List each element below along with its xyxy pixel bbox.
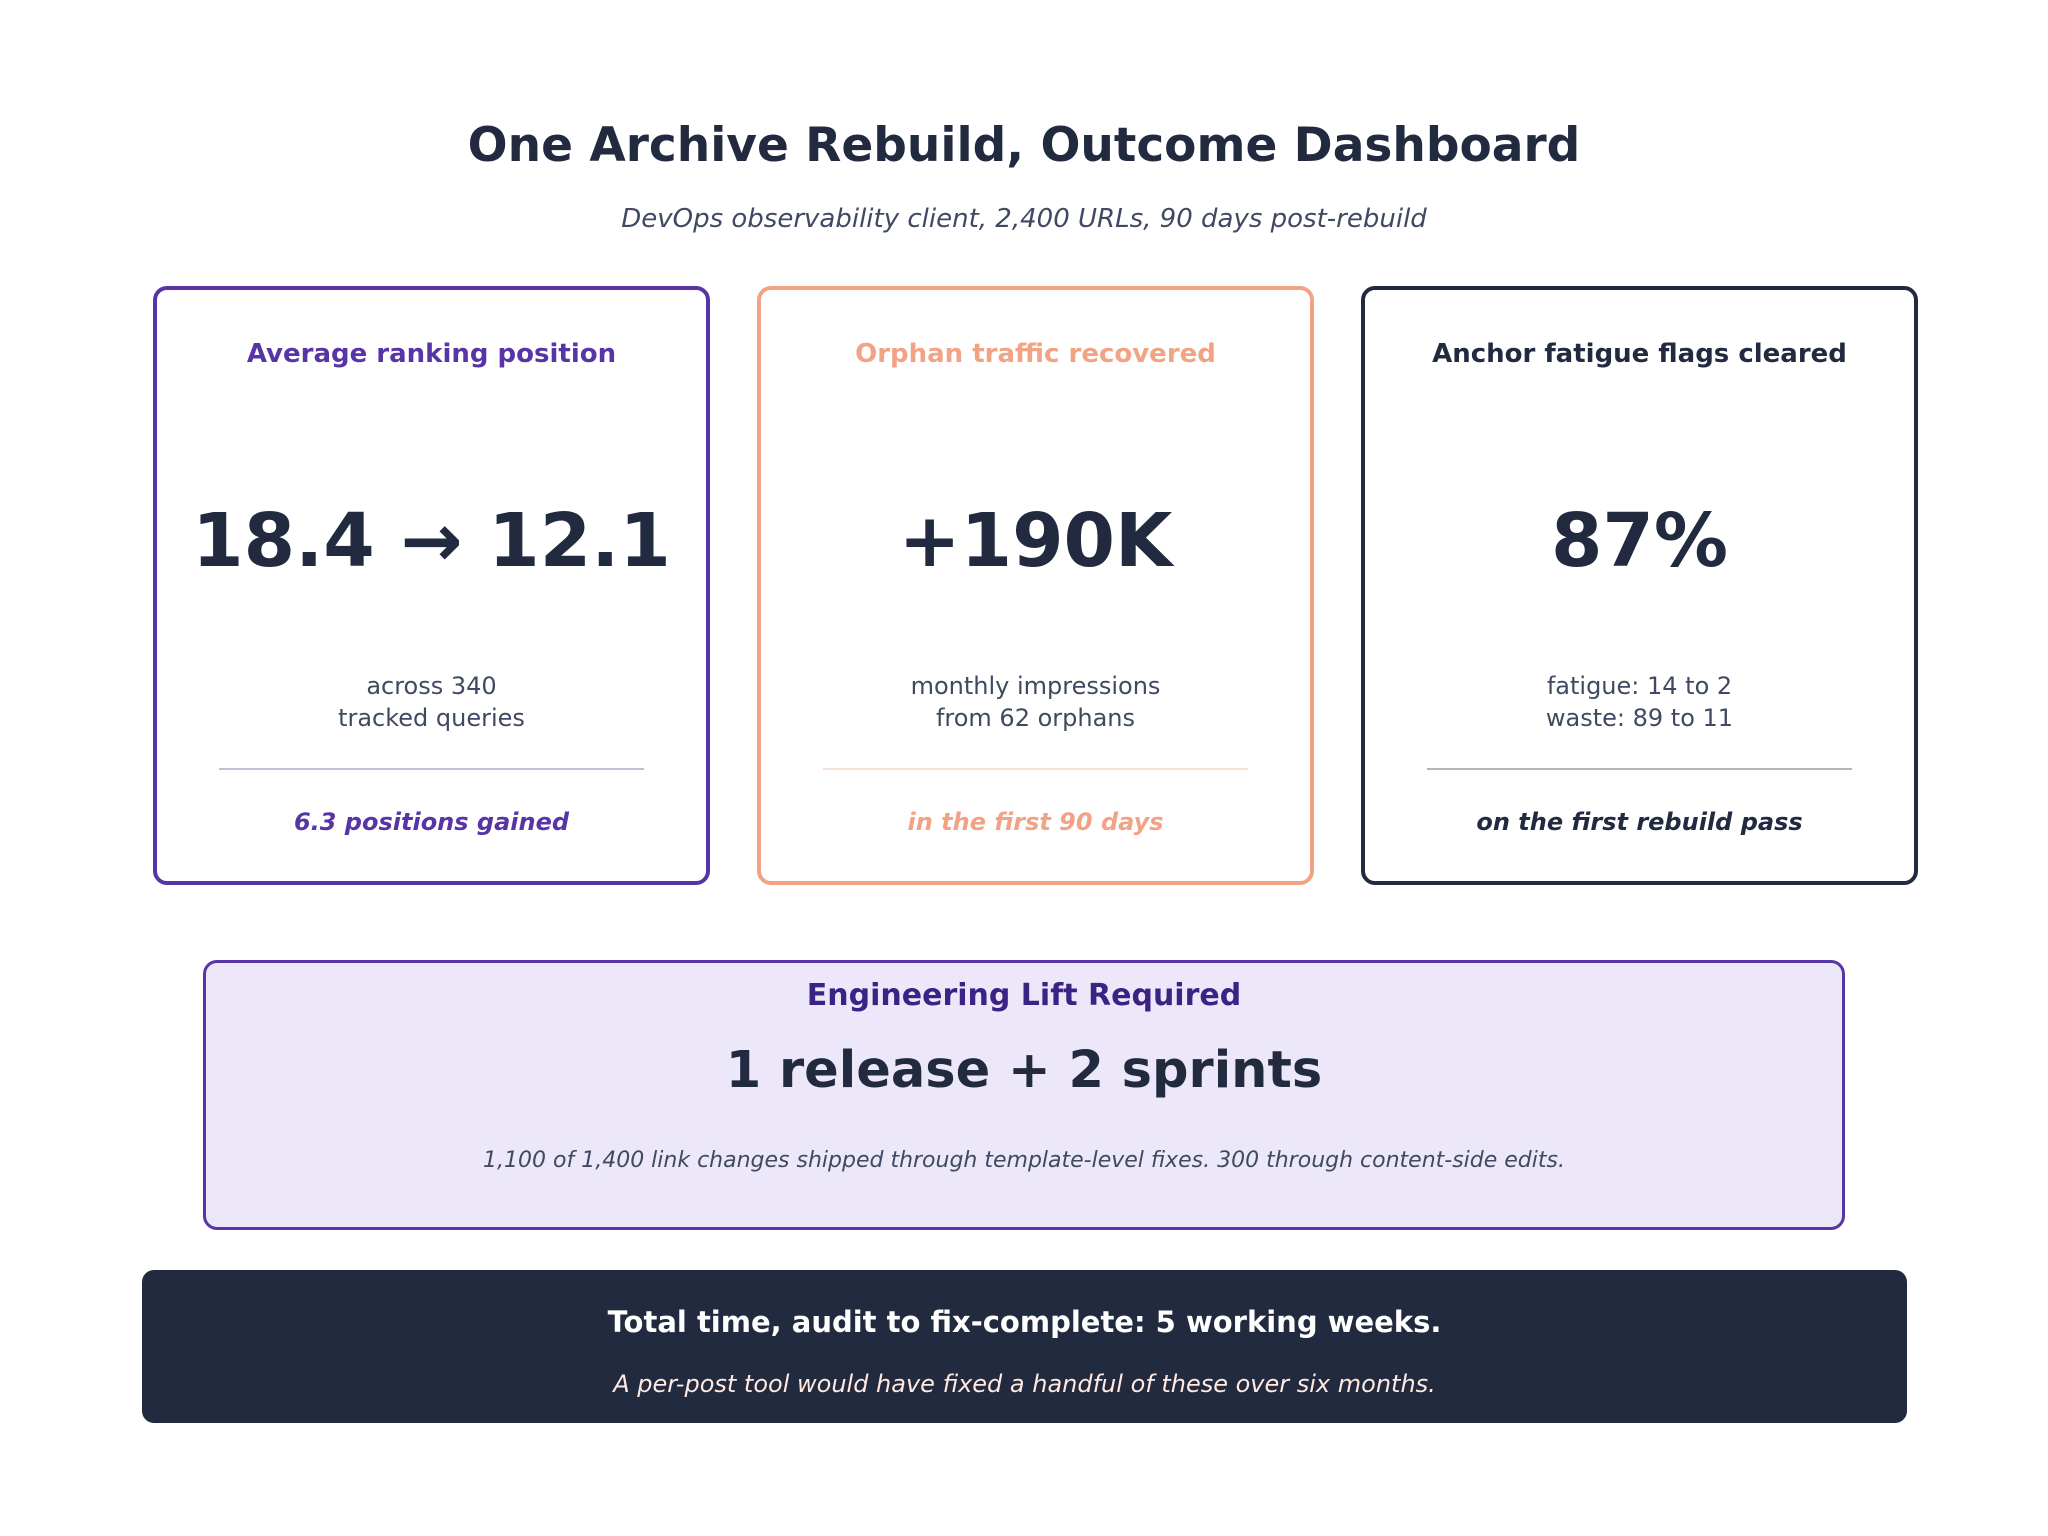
page-subtitle: DevOps observability client, 2,400 URLs,… (621, 204, 1427, 234)
card-description-line: fatigue: 14 to 2 (1546, 672, 1733, 700)
engineering-lift-panel: Engineering Lift Required 1 release + 2 … (203, 960, 1845, 1230)
lift-value: 1 release + 2 sprints (725, 1041, 1323, 1100)
ranking-position-card: Average ranking position 18.4 → 12.1 acr… (153, 286, 710, 885)
lift-label: Engineering Lift Required (806, 978, 1242, 1013)
card-description: fatigue: 14 to 2 waste: 89 to 11 (1365, 670, 1914, 734)
lift-note: 1,100 of 1,400 link changes shipped thro… (483, 1148, 1565, 1173)
orphan-traffic-card: Orphan traffic recovered +190K monthly i… (757, 286, 1314, 885)
card-description: monthly impressions from 62 orphans (761, 670, 1310, 734)
card-label: Average ranking position (246, 339, 617, 369)
card-description-line: monthly impressions (910, 672, 1161, 700)
card-label: Orphan traffic recovered (855, 339, 1216, 369)
card-description-line: across 340 (366, 672, 497, 700)
card-description-line: tracked queries (338, 704, 525, 732)
card-description-line: from 62 orphans (935, 704, 1136, 732)
card-metric: 18.4 → 12.1 (192, 498, 671, 584)
card-note: 6.3 positions gained (293, 808, 570, 836)
card-description-line: waste: 89 to 11 (1545, 704, 1734, 732)
card-divider (1427, 768, 1852, 770)
summary-banner: Total time, audit to fix-complete: 5 wor… (142, 1270, 1907, 1423)
summary-headline: Total time, audit to fix-complete: 5 wor… (607, 1305, 1442, 1339)
page-title: One Archive Rebuild, Outcome Dashboard (467, 118, 1581, 173)
card-note: on the first rebuild pass (1476, 808, 1803, 836)
card-description: across 340 tracked queries (157, 670, 706, 734)
card-metric: 87% (1550, 498, 1729, 584)
card-divider (219, 768, 644, 770)
card-note: in the first 90 days (907, 808, 1164, 836)
card-divider (823, 768, 1248, 770)
anchor-fatigue-card: Anchor fatigue flags cleared 87% fatigue… (1361, 286, 1918, 885)
summary-subline: A per-post tool would have fixed a handf… (613, 1370, 1436, 1398)
card-metric: +190K (898, 498, 1173, 584)
card-label: Anchor fatigue flags cleared (1432, 339, 1847, 369)
